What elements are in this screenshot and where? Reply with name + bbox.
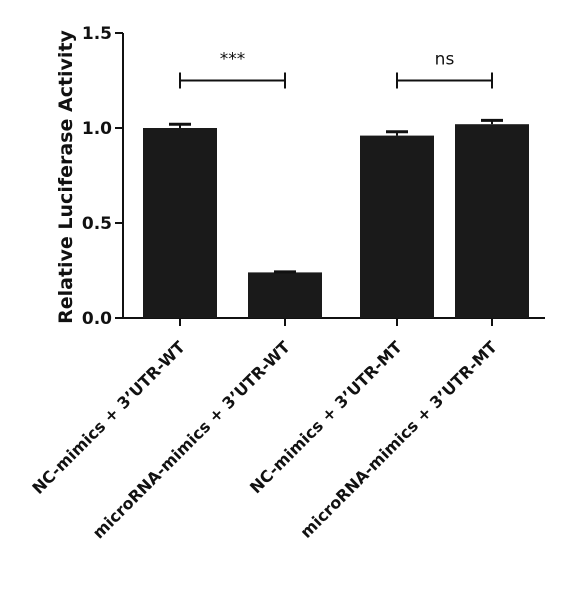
x-tick-label: microRNA-mimics + 3’UTR-WT (89, 337, 294, 542)
bar (248, 272, 322, 318)
significance-label: *** (220, 50, 246, 70)
bar (360, 135, 434, 318)
y-tick-label: 1.5 (82, 24, 112, 44)
y-axis-label: Relative Luciferase Activity (55, 29, 77, 323)
significance-label: ns (435, 50, 455, 70)
significance-annotations: *** ns (179, 50, 493, 89)
y-tick-label: 0.0 (82, 309, 112, 329)
bar (455, 124, 529, 318)
y-tick-label: 1.0 (82, 119, 112, 139)
bar (143, 128, 217, 318)
bars (143, 118, 529, 318)
y-tick-label: 0.5 (82, 214, 112, 234)
x-tick-label: microRNA-mimics + 3’UTR-MT (296, 337, 500, 541)
